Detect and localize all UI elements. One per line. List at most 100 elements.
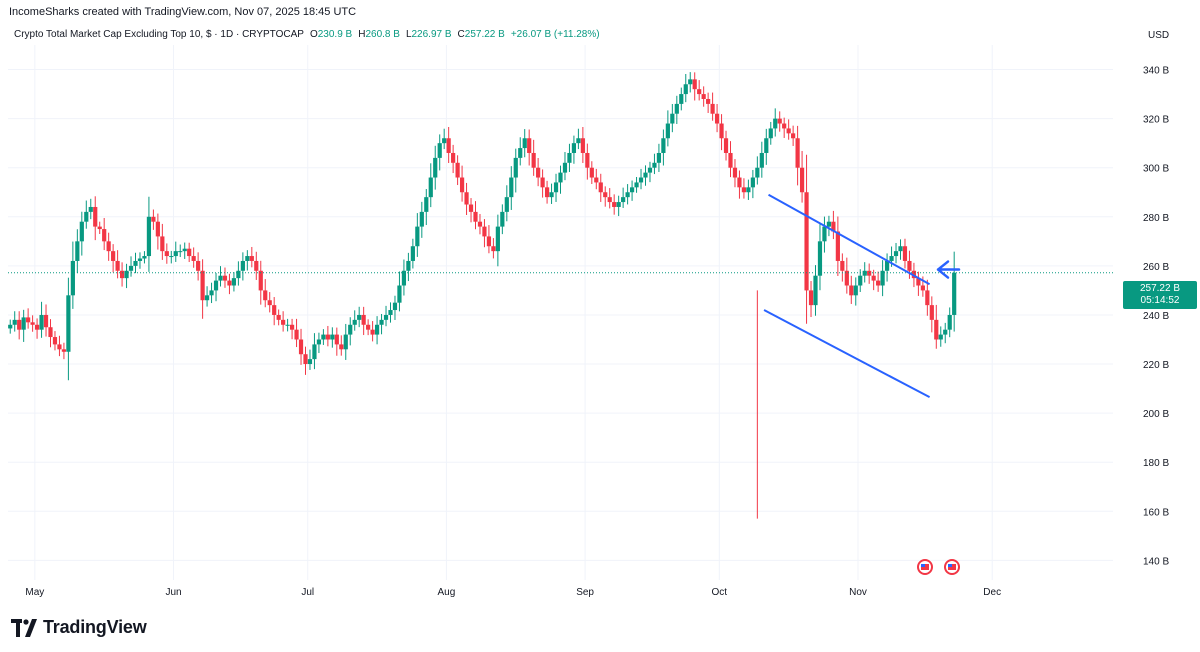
candle-body [21,317,26,330]
candle-body [612,202,617,207]
candle-body [258,270,263,291]
candle-body [79,221,84,242]
candle-body [598,182,603,193]
candle-body [867,270,872,276]
candle-body [34,324,40,330]
candle-body [683,84,688,95]
candle-body [39,314,44,330]
channel-upper-line [768,193,931,286]
candle-body [397,285,402,303]
candle-body [759,152,764,168]
candle-body [142,256,147,259]
candle-body [916,278,921,286]
candle-body [330,334,335,340]
candle-body [522,138,527,149]
candle-body [231,278,237,286]
candle-body [661,138,666,153]
candle-body [567,152,572,163]
candle-body [459,177,465,193]
candle-body [634,182,639,188]
candle-body [495,226,500,252]
candle-body [773,118,778,129]
candle-body [844,270,849,286]
candle-body [464,192,469,205]
price-tick-label: 320 B [1143,115,1169,126]
candle-body [307,359,313,365]
time-tick-label: May [25,587,44,598]
time-tick-label: Jul [301,587,314,598]
candle-body [907,260,912,271]
candle-body [240,260,245,271]
candle-body [370,329,375,335]
drawing-annotations [763,193,961,399]
candle-body [442,138,447,144]
candle-body [558,172,563,183]
candle-body [84,211,89,222]
candle-body [119,270,125,279]
candle-body [840,260,845,271]
time-tick-label: Sep [576,587,594,598]
candle-body [688,79,693,85]
candle-body [182,248,187,252]
candle-body [527,138,532,153]
candle-body [580,138,585,153]
candle-body [652,162,657,168]
candle-body [178,251,183,253]
candle-body [115,260,120,271]
candle-body [316,339,322,345]
candle-body [625,192,630,198]
time-tick-label: Oct [712,587,728,598]
candle-body [804,192,809,291]
candle-body [236,270,241,279]
candle-body [621,197,626,203]
candle-body [374,324,380,335]
candle-body [603,192,608,198]
candle-body [204,295,210,301]
candle-body [518,148,523,158]
candle-body [862,270,867,276]
candle-body [808,290,814,306]
candle-body [160,236,165,252]
chart-grid [8,45,1113,580]
ohlc-close-value: 257.22 B [464,29,505,40]
candle-body [750,177,755,188]
price-tick-label: 140 B [1143,556,1169,567]
candle-body [706,98,711,104]
candle-body [298,339,304,355]
symbol-title[interactable]: Crypto Total Market Cap Excluding Top 10… [14,29,304,40]
candle-body [276,314,281,320]
time-tick-label: Dec [983,587,1001,598]
candle-body [477,221,483,227]
candle-body [647,167,653,173]
candle-body [826,221,832,227]
ohlc-high-value: 260.8 B [365,29,400,40]
candle-body [249,256,254,261]
candle-body [764,138,769,153]
ohlc-close-label: C [457,29,465,40]
ohlc-low-label: L [405,29,412,40]
candle-body [406,260,411,271]
price-tick-label: 340 B [1143,66,1169,77]
candle-body [920,285,925,291]
candle-body [719,123,724,139]
candle-body [222,275,228,281]
candlestick-series [8,72,1113,519]
candle-body [831,221,836,232]
price-tick-label: 220 B [1143,360,1169,371]
candle-body [929,305,934,320]
candle-body [544,187,550,198]
candle-body [746,187,751,193]
candle-body [629,187,635,193]
tradingview-logo[interactable]: TradingView [11,617,147,638]
candle-body [536,167,541,178]
candle-body [169,256,174,258]
candle-body [17,319,22,330]
candle-body [500,211,505,227]
arrow-annotation [936,260,961,279]
currency-label[interactable]: USD [1148,30,1170,41]
candle-body [263,290,268,301]
candle-body [849,285,854,296]
candle-body [938,334,943,340]
candle-body [285,324,290,326]
